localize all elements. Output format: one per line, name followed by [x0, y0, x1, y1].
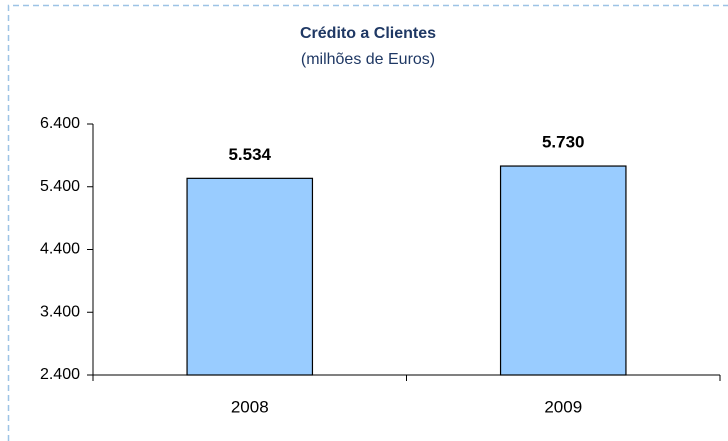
x-tick-label: 2009 [544, 397, 582, 416]
value-label: 5.534 [228, 145, 271, 164]
chart-title: Crédito a Clientes [300, 25, 436, 42]
y-tick-label: 2.400 [40, 366, 80, 383]
chart-border [7, 4, 728, 441]
y-tick-label: 6.400 [40, 115, 80, 132]
value-label: 5.730 [542, 133, 585, 152]
x-tick-label: 2008 [231, 397, 269, 416]
y-tick-label: 3.400 [40, 303, 80, 320]
bar [499, 165, 627, 376]
y-tick-label: 4.400 [40, 241, 80, 258]
y-tick-label: 5.400 [40, 178, 80, 195]
chart-subtitle: (milhões de Euros) [301, 51, 435, 68]
bar [186, 177, 314, 376]
